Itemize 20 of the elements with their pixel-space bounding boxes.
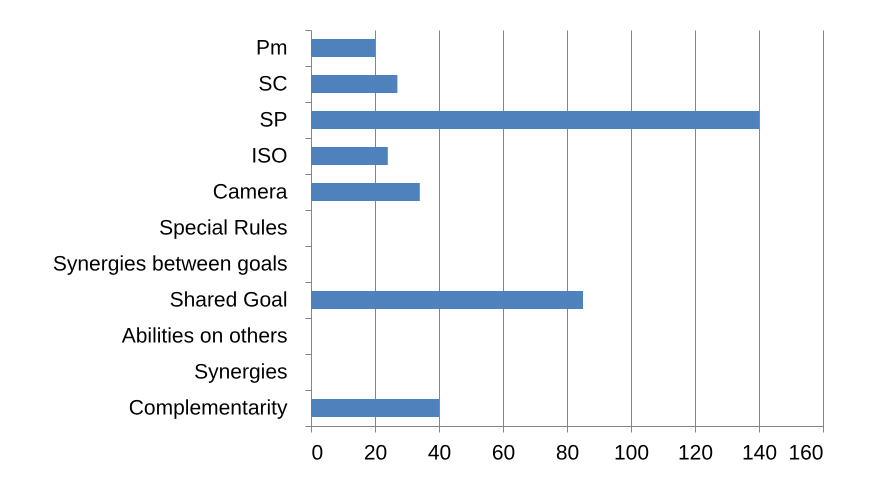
x-tick-label: 0 (312, 442, 324, 464)
y-tick-label: Camera (212, 180, 288, 204)
x-tick-label: 20 (364, 442, 388, 464)
x-tick-label: 60 (492, 442, 516, 464)
y-tick-label: ISO (251, 144, 288, 168)
y-tick-label: Shared Goal (170, 288, 288, 312)
x-tick-label: 40 (428, 442, 452, 464)
y-tick-label: Abilities on others (122, 324, 288, 348)
x-tick-label: 140 (742, 442, 778, 464)
x-tick-label: 120 (678, 442, 714, 464)
y-tick-label: SC (258, 72, 288, 96)
y-tick-label: SP (259, 108, 288, 132)
y-tick-label: Complementarity (128, 396, 288, 420)
y-tick-label: Special Rules (159, 216, 288, 240)
x-tick-label: 100 (614, 442, 650, 464)
x-tick-label: 160 (788, 442, 824, 464)
y-tick-label: Pm (256, 36, 288, 60)
x-tick-label: 80 (556, 442, 580, 464)
y-tick-label: Synergies between goals (52, 252, 288, 276)
y-tick-label: Synergies (194, 360, 288, 384)
